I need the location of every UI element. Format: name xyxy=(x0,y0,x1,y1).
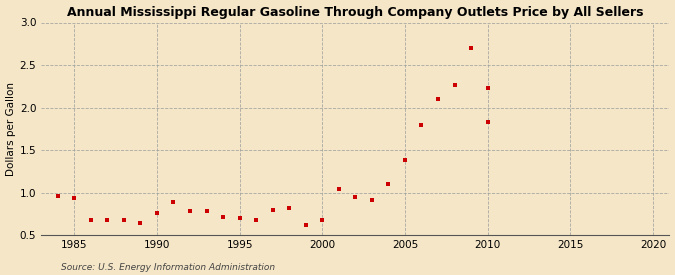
Point xyxy=(267,208,278,212)
Point xyxy=(416,122,427,127)
Point xyxy=(367,197,377,202)
Point xyxy=(383,182,394,186)
Point xyxy=(317,218,327,222)
Point xyxy=(284,206,294,210)
Point xyxy=(250,218,261,222)
Point xyxy=(135,220,146,225)
Point xyxy=(151,211,162,215)
Title: Annual Mississippi Regular Gasoline Through Company Outlets Price by All Sellers: Annual Mississippi Regular Gasoline Thro… xyxy=(67,6,643,18)
Point xyxy=(201,209,212,214)
Point xyxy=(300,223,311,227)
Y-axis label: Dollars per Gallon: Dollars per Gallon xyxy=(5,82,16,176)
Point xyxy=(350,195,360,199)
Point xyxy=(53,194,63,198)
Point xyxy=(449,83,460,88)
Point xyxy=(69,196,80,200)
Point xyxy=(184,208,195,213)
Point xyxy=(102,218,113,222)
Text: Source: U.S. Energy Information Administration: Source: U.S. Energy Information Administ… xyxy=(61,263,275,272)
Point xyxy=(234,216,245,221)
Point xyxy=(482,86,493,90)
Point xyxy=(217,214,228,219)
Point xyxy=(482,120,493,124)
Point xyxy=(333,187,344,192)
Point xyxy=(168,200,179,204)
Point xyxy=(466,46,477,50)
Point xyxy=(119,218,130,222)
Point xyxy=(86,218,97,222)
Point xyxy=(400,158,410,163)
Point xyxy=(433,97,443,101)
